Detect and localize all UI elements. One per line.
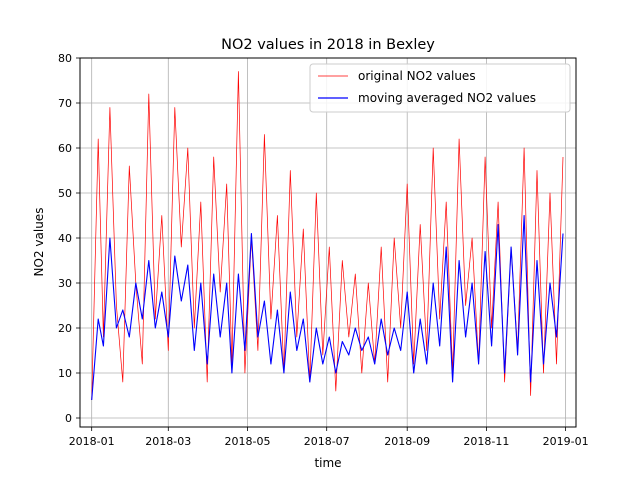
legend-box	[309, 63, 571, 113]
x-tick-label: 2018-05	[225, 435, 271, 448]
y-tick-label: 80	[58, 52, 72, 65]
grid-lines	[80, 57, 576, 427]
x-axis: 2018-01 2018-03 2018-05 2018-07 2018-09 2018-…	[69, 427, 589, 448]
y-axis: 0 10 20 30 40 50 60 70 80	[58, 52, 80, 425]
y-tick-label: 70	[58, 97, 72, 110]
y-tick-label: 20	[58, 322, 72, 335]
series-line-moving-average	[91, 214, 564, 401]
legend: original NO2 values moving averaged NO2 v…	[309, 63, 571, 113]
plot-frame	[79, 57, 577, 428]
y-axis-label: NO2 values	[32, 208, 46, 277]
x-tick-label: 2019-01	[543, 435, 589, 448]
series-layer	[91, 71, 564, 401]
y-tick-label: 60	[58, 142, 72, 155]
x-tick-label: 2018-09	[384, 435, 430, 448]
x-tick-label: 2018-11	[463, 435, 509, 448]
y-tick-label: 30	[58, 277, 72, 290]
chart-title: NO2 values in 2018 in Bexley	[221, 37, 435, 53]
series-line-original	[91, 71, 564, 401]
x-tick-label: 2018-03	[145, 435, 191, 448]
x-tick-label: 2018-07	[304, 435, 350, 448]
y-tick-label: 10	[58, 367, 72, 380]
y-tick-label: 40	[58, 232, 72, 245]
x-tick-label: 2018-01	[69, 435, 115, 448]
legend-label: original NO2 values	[358, 69, 476, 83]
y-tick-label: 50	[58, 187, 72, 200]
x-axis-label: time	[314, 456, 341, 470]
y-tick-label: 0	[65, 412, 72, 425]
legend-label: moving averaged NO2 values	[358, 91, 536, 105]
